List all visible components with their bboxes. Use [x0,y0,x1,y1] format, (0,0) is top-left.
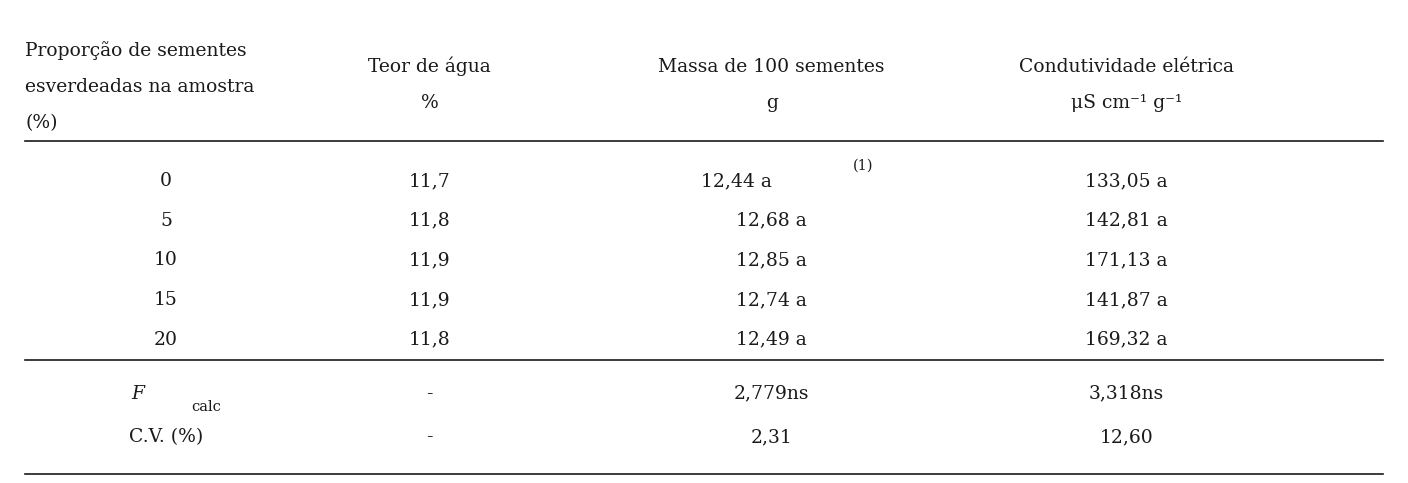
Text: 2,31: 2,31 [750,428,793,446]
Text: 12,60: 12,60 [1100,428,1153,446]
Text: (%): (%) [25,114,58,132]
Text: (1): (1) [853,159,873,172]
Text: 142,81 a: 142,81 a [1086,212,1167,230]
Text: Massa de 100 sementes: Massa de 100 sementes [659,57,884,76]
Text: C.V. (%): C.V. (%) [130,428,203,446]
Text: 5: 5 [161,212,172,230]
Text: 2,779ns: 2,779ns [734,384,810,403]
Text: 11,9: 11,9 [408,291,451,309]
Text: 11,7: 11,7 [408,172,451,190]
Text: 12,44 a: 12,44 a [701,172,772,190]
Text: μS cm⁻¹ g⁻¹: μS cm⁻¹ g⁻¹ [1070,94,1183,112]
Text: 15: 15 [155,291,177,309]
Text: -: - [427,384,432,403]
Text: 12,49 a: 12,49 a [736,330,807,349]
Text: 169,32 a: 169,32 a [1086,330,1167,349]
Text: calc: calc [191,400,221,414]
Text: 0: 0 [161,172,172,190]
Text: 10: 10 [155,251,177,270]
Text: Teor de água: Teor de água [367,57,491,76]
Text: 133,05 a: 133,05 a [1086,172,1167,190]
Text: esverdeadas na amostra: esverdeadas na amostra [25,78,255,96]
Text: 11,9: 11,9 [408,251,451,270]
Text: 171,13 a: 171,13 a [1086,251,1167,270]
Text: 11,8: 11,8 [408,330,451,349]
Text: 12,68 a: 12,68 a [736,212,807,230]
Text: 20: 20 [153,330,179,349]
Text: Condutividade elétrica: Condutividade elétrica [1019,57,1233,76]
Text: 141,87 a: 141,87 a [1086,291,1167,309]
Text: Proporção de sementes: Proporção de sementes [25,41,246,60]
Text: 3,318ns: 3,318ns [1088,384,1164,403]
Text: 12,74 a: 12,74 a [736,291,807,309]
Text: 12,85 a: 12,85 a [736,251,807,270]
Text: -: - [427,428,432,446]
Text: 11,8: 11,8 [408,212,451,230]
Text: g: g [766,94,777,112]
Text: %: % [421,94,438,112]
Text: F: F [131,384,145,403]
